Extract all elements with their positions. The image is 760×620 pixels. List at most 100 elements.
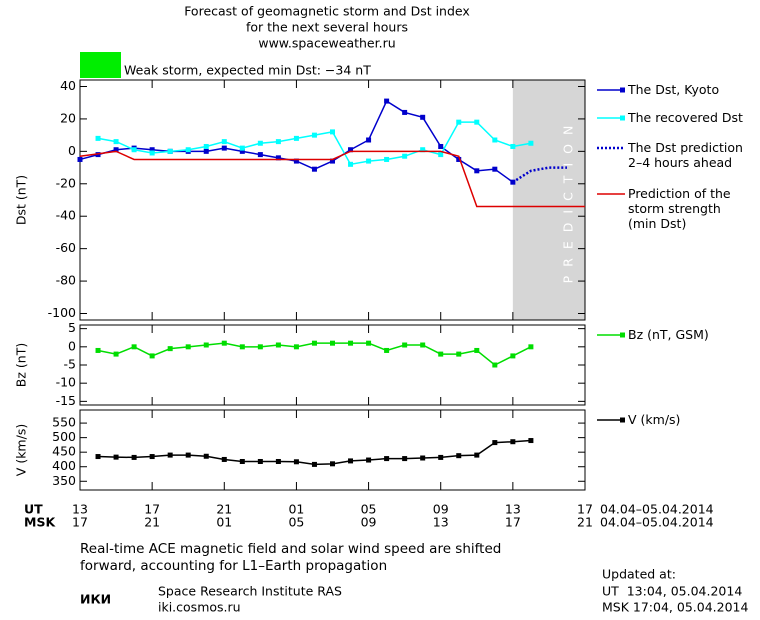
prediction-region bbox=[512, 80, 585, 320]
data-point bbox=[167, 346, 173, 352]
y-tick-label: 0 bbox=[68, 338, 76, 353]
title-line: www.spaceweather.ru bbox=[258, 36, 395, 51]
data-point bbox=[293, 459, 299, 465]
data-point bbox=[330, 158, 335, 164]
data-point bbox=[185, 452, 191, 458]
title-line: Forecast of geomagnetic storm and Dst in… bbox=[184, 4, 470, 19]
data-point bbox=[420, 455, 426, 461]
data-point bbox=[131, 147, 137, 153]
legend-label: Prediction of the storm strength (min Ds… bbox=[628, 186, 731, 231]
data-point bbox=[221, 456, 227, 462]
data-point bbox=[167, 452, 173, 458]
y-tick-label: -5 bbox=[64, 357, 76, 372]
data-point bbox=[221, 145, 227, 151]
data-point bbox=[384, 98, 390, 104]
data-point bbox=[492, 166, 498, 172]
data-point bbox=[239, 145, 245, 151]
data-point bbox=[275, 155, 281, 161]
x-tick-label: 13 bbox=[505, 502, 521, 517]
storm-swatch bbox=[80, 52, 121, 78]
y-tick-label: -15 bbox=[56, 393, 76, 408]
time-row-range: 04.04–05.04.2014 bbox=[600, 515, 714, 530]
data-point bbox=[528, 438, 534, 444]
data-point bbox=[113, 139, 119, 145]
series-line bbox=[512, 166, 567, 184]
data-point bbox=[293, 158, 299, 164]
data-point bbox=[420, 114, 426, 120]
data-point bbox=[474, 347, 480, 353]
updated-line: UT 13:04, 05.04.2014 bbox=[602, 584, 742, 599]
y-tick-label: -100 bbox=[48, 305, 76, 320]
institute-name: Space Research Institute RAS bbox=[158, 584, 342, 599]
data-point bbox=[311, 132, 317, 138]
data-point bbox=[167, 148, 173, 154]
y-tick-label: 500 bbox=[52, 429, 76, 444]
data-point bbox=[330, 461, 335, 467]
data-point bbox=[366, 137, 372, 143]
y-tick-label: -40 bbox=[56, 208, 76, 223]
data-point bbox=[402, 153, 408, 159]
frame bbox=[79, 409, 586, 491]
time-row-label: UT bbox=[24, 502, 43, 517]
data-point bbox=[185, 344, 191, 350]
y-tick-label: -20 bbox=[56, 175, 76, 190]
legend-label: The Dst prediction 2–4 hours ahead bbox=[628, 140, 743, 170]
storm-label: Weak storm, expected min Dst: −34 nT bbox=[124, 63, 371, 78]
data-point bbox=[348, 458, 354, 464]
data-point bbox=[330, 129, 335, 135]
data-point bbox=[113, 454, 119, 460]
institute-url: iki.cosmos.ru bbox=[158, 600, 241, 615]
y-tick-label: 400 bbox=[52, 458, 76, 473]
data-point bbox=[438, 152, 444, 158]
data-point bbox=[474, 452, 480, 458]
x2-tick-label: 21 bbox=[144, 515, 160, 530]
x2-tick-label: 17 bbox=[505, 515, 521, 530]
x-tick-label: 21 bbox=[216, 502, 232, 517]
data-point bbox=[239, 148, 245, 154]
data-point bbox=[149, 454, 155, 460]
data-point bbox=[203, 148, 209, 154]
y-axis-label: Dst (nT) bbox=[14, 175, 29, 225]
time-row-label: MSK bbox=[24, 515, 56, 530]
series-line bbox=[97, 342, 532, 366]
time-row-range: 04.04–05.04.2014 bbox=[600, 502, 714, 517]
data-point bbox=[293, 135, 299, 141]
x2-tick-label: 05 bbox=[288, 515, 304, 530]
data-point bbox=[149, 353, 155, 359]
data-point bbox=[402, 109, 408, 115]
data-point bbox=[131, 454, 137, 460]
data-point bbox=[366, 158, 372, 164]
data-point bbox=[95, 152, 101, 158]
y-tick-label: 20 bbox=[60, 110, 76, 125]
y-tick-label: 5 bbox=[68, 320, 76, 335]
data-point bbox=[528, 140, 534, 146]
y-tick-label: -60 bbox=[56, 240, 76, 255]
data-point bbox=[456, 119, 462, 125]
legend-marker bbox=[620, 87, 625, 93]
data-point bbox=[113, 147, 119, 153]
y-tick-label: -10 bbox=[56, 375, 76, 390]
data-point bbox=[420, 342, 426, 348]
data-point bbox=[149, 150, 155, 156]
data-point bbox=[221, 139, 227, 145]
y-tick-label: 450 bbox=[52, 444, 76, 459]
data-point bbox=[474, 119, 480, 125]
data-point bbox=[149, 147, 155, 153]
data-point bbox=[311, 166, 317, 172]
prediction-label: PREDICTION bbox=[560, 117, 575, 284]
data-point bbox=[438, 454, 444, 460]
data-point bbox=[492, 362, 498, 368]
x-tick-label: 17 bbox=[577, 502, 593, 517]
data-point bbox=[330, 340, 335, 346]
series-line bbox=[79, 150, 585, 208]
data-point bbox=[402, 342, 408, 348]
frame bbox=[79, 79, 586, 321]
title-line: for the next several hours bbox=[246, 20, 408, 35]
data-point bbox=[492, 137, 498, 143]
data-point bbox=[348, 340, 354, 346]
data-point bbox=[456, 351, 462, 357]
data-point bbox=[311, 340, 317, 346]
legend-label: V (km/s) bbox=[628, 412, 681, 427]
data-point bbox=[348, 161, 354, 167]
